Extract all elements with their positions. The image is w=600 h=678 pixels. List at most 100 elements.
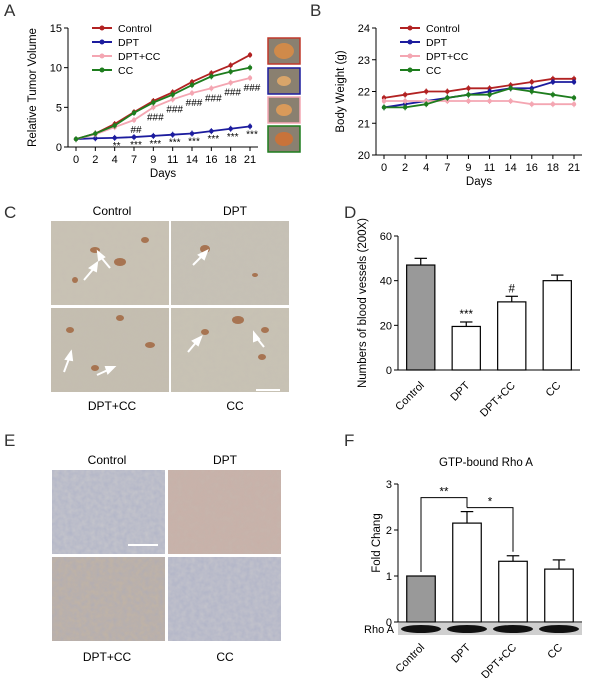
blot-band-dpt-cc xyxy=(493,625,533,633)
point-dpt-cc xyxy=(151,105,156,110)
point-dpt xyxy=(247,124,253,129)
point-dpt-cc xyxy=(529,102,534,107)
annotation-hash: ### xyxy=(224,88,241,99)
point-cc xyxy=(445,95,450,101)
panel-letter-b: B xyxy=(310,1,321,20)
series-line-dpt xyxy=(383,81,574,109)
point-cc xyxy=(73,136,79,142)
tumor-photos xyxy=(267,37,301,153)
rhoa-ihc-micrographs: Control DPT DPT+CC CC xyxy=(52,453,281,664)
point-dpt xyxy=(487,89,492,94)
legend-label-cc: CC xyxy=(426,65,442,77)
bar-control xyxy=(406,264,436,371)
annotation-hash: ### xyxy=(166,104,183,115)
series-line-dpt-cc xyxy=(75,77,251,140)
point-cc xyxy=(189,82,195,88)
category-label-dpt-cc: DPT+CC xyxy=(478,380,518,420)
point-cc xyxy=(151,100,156,105)
micrograph-label-cc: CC xyxy=(226,399,244,413)
point-dpt xyxy=(550,79,556,85)
y-tick-label: 0 xyxy=(386,617,392,629)
x-tick-label: 0 xyxy=(381,162,387,174)
micrograph-dpt-texture xyxy=(171,221,289,305)
significance-label: * xyxy=(488,497,493,509)
legend-marker-control xyxy=(99,25,105,31)
series-line-dpt-cc xyxy=(384,100,574,106)
point-cc xyxy=(550,92,556,97)
panel-letter-e: E xyxy=(4,431,15,450)
bar-dpt xyxy=(452,522,482,623)
point-dpt xyxy=(529,86,534,91)
point-dpt xyxy=(93,136,98,141)
point-control xyxy=(247,52,253,58)
y-tick-label: 22 xyxy=(358,87,370,99)
significance-label: ** xyxy=(440,487,449,499)
y-tick-label: 3 xyxy=(386,479,392,491)
point-dpt xyxy=(189,131,195,136)
bar-dpt-cc xyxy=(498,560,528,623)
panel-letter-a: A xyxy=(4,1,16,20)
series-line-cc xyxy=(75,66,251,140)
point-control xyxy=(209,71,214,76)
point-dpt-cc xyxy=(131,117,137,123)
point-cc xyxy=(381,105,387,110)
micrograph-dptcc-texture xyxy=(51,308,169,392)
x-tick-label: 9 xyxy=(150,154,156,166)
panel-letter-f: F xyxy=(344,431,354,450)
y-tick-label: 1 xyxy=(386,571,392,583)
y-tick-label: 20 xyxy=(380,320,392,332)
panel-letter-c: C xyxy=(4,203,16,222)
annotation-hash: ### xyxy=(205,93,222,104)
x-tick-label: 2 xyxy=(402,162,408,174)
point-dpt-cc xyxy=(508,98,513,104)
blot-strip xyxy=(398,623,582,635)
legend-marker-cc xyxy=(99,67,105,73)
point-dpt-cc xyxy=(487,98,492,104)
y-tick-label: 60 xyxy=(380,231,392,243)
point-dpt xyxy=(131,134,137,140)
x-tick-label: 11 xyxy=(484,162,495,174)
x-tick-label: 14 xyxy=(186,154,198,166)
category-label-control: Control xyxy=(394,642,428,676)
y-tick-label: 10 xyxy=(50,63,62,75)
series-line-cc xyxy=(384,87,575,109)
ihc-label-control: Control xyxy=(88,453,127,467)
x-tick-label: 21 xyxy=(568,162,580,174)
significance-bracket xyxy=(467,507,514,552)
annotation-stars: *** xyxy=(130,140,142,151)
annotation-hash: ### xyxy=(147,112,164,123)
annotation-hash: ### xyxy=(186,98,203,109)
point-cc xyxy=(209,74,214,79)
point-cc xyxy=(571,95,577,101)
point-cc xyxy=(112,123,117,128)
annotation-stars: *** xyxy=(207,134,219,145)
bar-control xyxy=(406,575,436,623)
legend-label-cc: CC xyxy=(118,65,134,77)
ihc-label-cc: CC xyxy=(216,650,234,664)
x-tick-label: 4 xyxy=(423,162,429,174)
y-axis-title: Fold Chang xyxy=(371,513,383,572)
point-dpt xyxy=(571,79,577,85)
point-dpt xyxy=(209,128,214,134)
legend-label-control: Control xyxy=(118,23,152,35)
y-axis-title: Relative Tumor Volume xyxy=(27,28,39,147)
point-cc xyxy=(93,131,98,136)
category-label-dpt-cc: DPT+CC xyxy=(479,642,519,678)
point-control xyxy=(487,86,492,91)
y-tick-label: 2 xyxy=(386,525,392,537)
x-axis-title: Days xyxy=(150,168,176,180)
ihc-cc-texture xyxy=(168,557,281,641)
legend-label-dpt-cc: DPT+CC xyxy=(426,51,469,63)
point-cc xyxy=(424,102,429,107)
legend-marker-dpt xyxy=(407,39,413,45)
tumor-volume-chart: 0 5 10 15 0 2 4 7 9 11 14 16 18 21 Days Relative Tumor … xyxy=(27,23,261,180)
point-dpt-cc xyxy=(402,98,408,104)
tumor-photo-cc-tumor xyxy=(275,132,293,146)
bar-cc xyxy=(542,280,572,371)
x-tick-label: 16 xyxy=(205,154,217,166)
x-tick-label: 14 xyxy=(505,162,517,174)
x-tick-label: 0 xyxy=(73,154,79,166)
legend-label-dpt-cc: DPT+CC xyxy=(118,51,161,63)
ihc-dptcc-texture xyxy=(52,557,165,641)
